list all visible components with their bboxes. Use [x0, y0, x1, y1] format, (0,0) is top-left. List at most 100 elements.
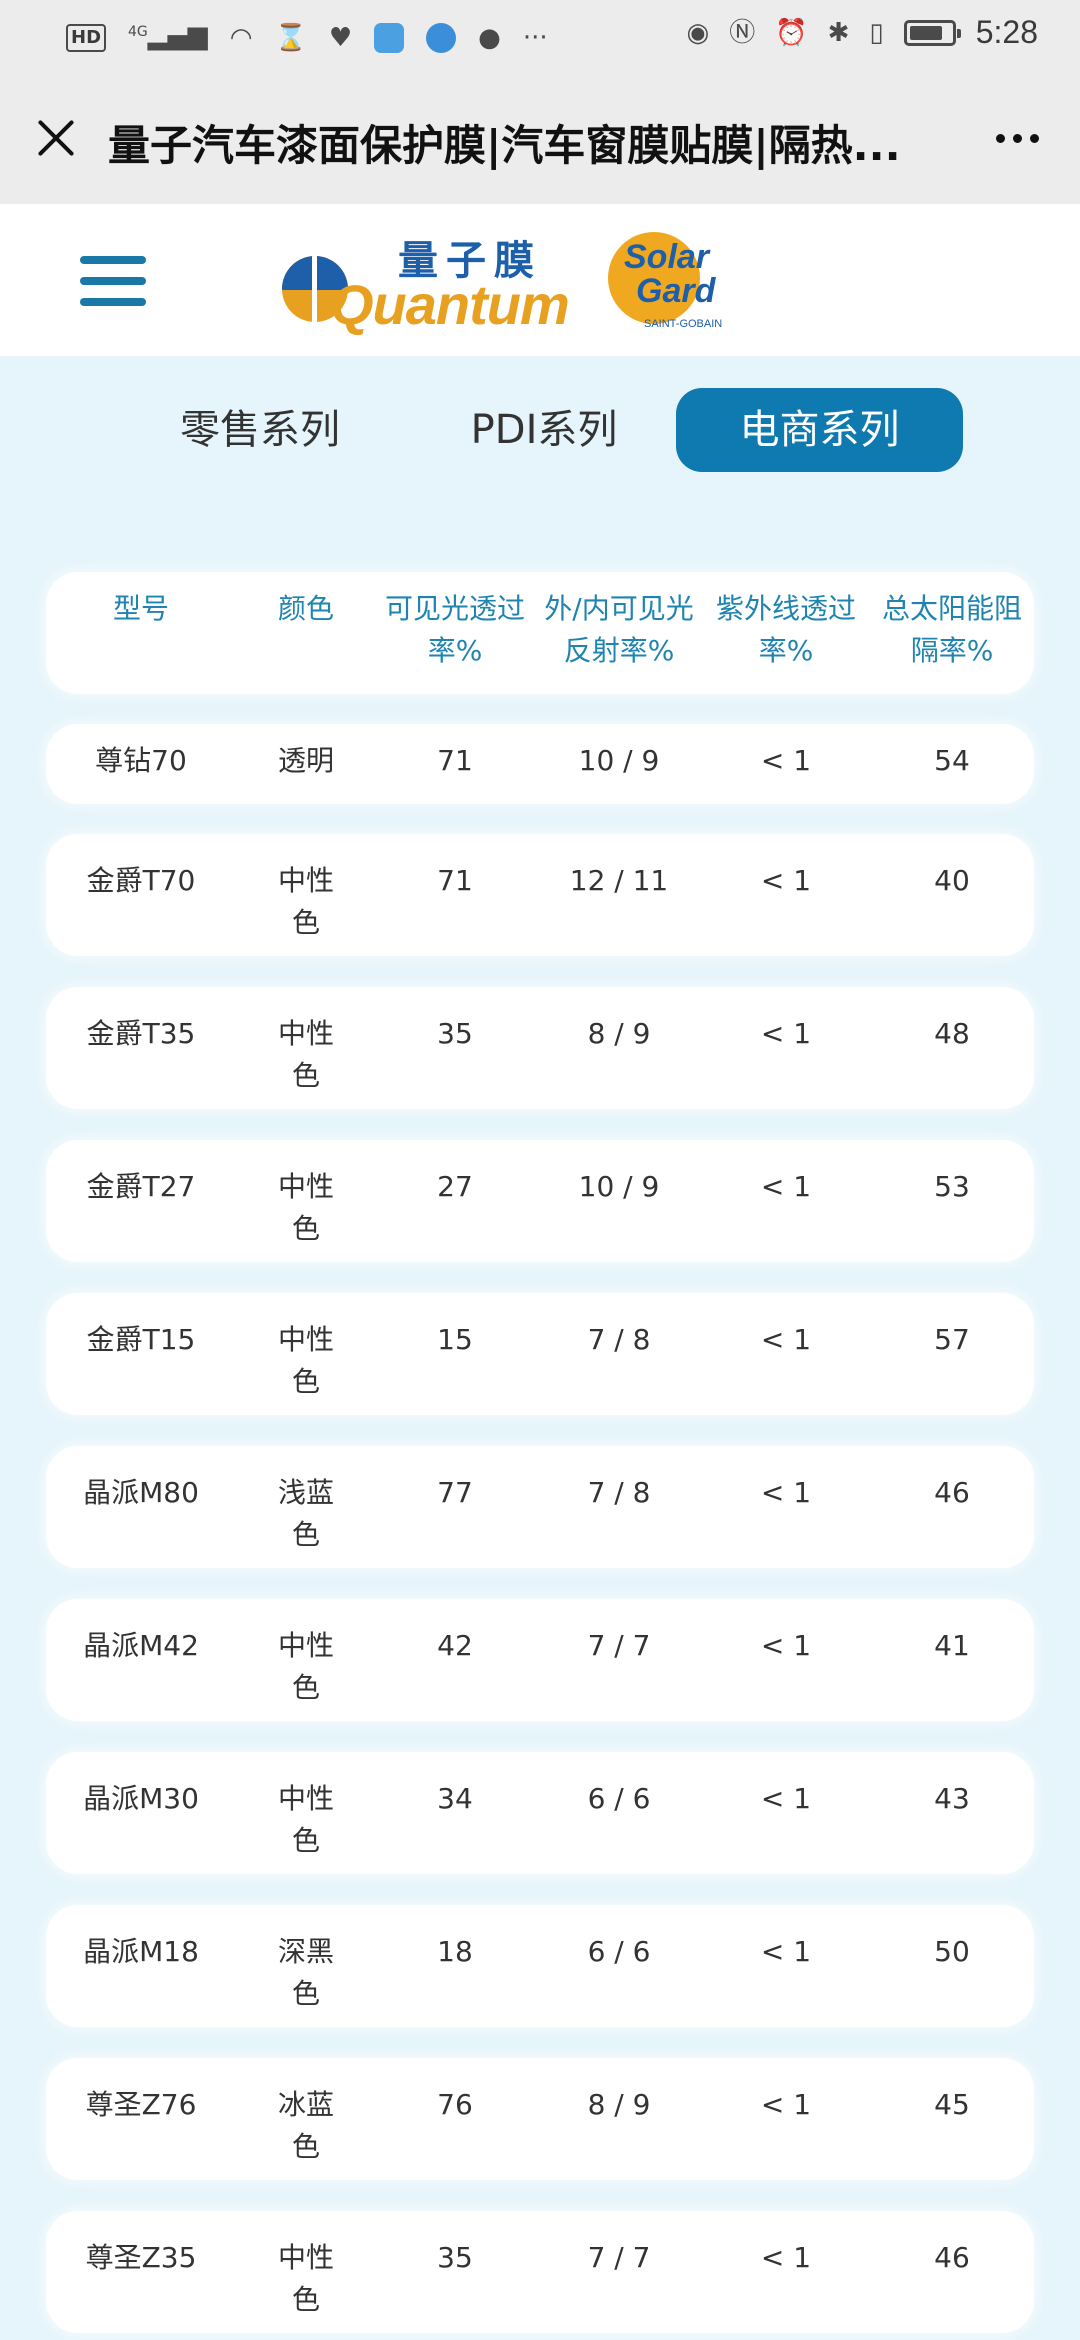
- solargard-logo[interactable]: Solar Gard SAINT-GOBAIN: [606, 228, 786, 338]
- hd-icon: HD: [66, 24, 107, 52]
- dot-icon: [1029, 133, 1039, 143]
- nfc-icon: Ⓝ: [729, 17, 756, 48]
- cell-uv: < 1: [760, 1170, 812, 1203]
- cell-vlt: 34: [437, 1782, 473, 1815]
- cell-color: 中性色: [276, 1013, 336, 1097]
- table-row[interactable]: 尊圣Z35 中性色 35 7 / 7 < 1 46: [46, 2211, 1034, 2333]
- cell-model: 尊钻70: [95, 744, 187, 777]
- cell-color-line: 色: [291, 1212, 320, 1245]
- tab-retail-series[interactable]: 零售系列: [180, 407, 340, 453]
- table-row[interactable]: 晶派M42 中性色 42 7 / 7 < 1 41: [46, 1599, 1034, 1721]
- cell-color-line: 中性: [277, 1170, 334, 1203]
- more-options-button[interactable]: [982, 118, 1052, 158]
- cell-color-line: 中性: [277, 2241, 334, 2274]
- table-row[interactable]: 晶派M30 中性色 34 6 / 6 < 1 43: [46, 1752, 1034, 1874]
- cell-vlr: 6 / 6: [587, 1782, 651, 1815]
- cell-tser: 46: [934, 1476, 970, 1509]
- table-row[interactable]: 金爵T15 中性色 15 7 / 8 < 1 57: [46, 1293, 1034, 1415]
- cell-vlr: 8 / 9: [587, 1017, 651, 1050]
- cell-color-line: 深黑: [277, 1935, 334, 1968]
- heart-pulse-icon: ♥: [328, 23, 353, 53]
- table-row[interactable]: 尊钻70 透明 71 10 / 9 < 1 54: [46, 724, 1034, 804]
- table-row[interactable]: 金爵T70 中性色 71 12 / 11 < 1 40: [46, 834, 1034, 956]
- cell-tser: 57: [934, 1323, 970, 1356]
- header-cell-line: 可见光透过: [384, 592, 525, 625]
- cell-color-line: 中性: [277, 864, 334, 897]
- cell-color: 中性色: [276, 1625, 336, 1709]
- dot-icon: [995, 133, 1005, 143]
- cell-vlr: 6 / 6: [587, 1935, 651, 1968]
- cell-uv: < 1: [760, 1629, 812, 1662]
- alarm-icon: ⏰: [775, 17, 808, 48]
- cell-color-line: 色: [291, 906, 320, 939]
- table-row[interactable]: 金爵T35 中性色 35 8 / 9 < 1 48: [46, 987, 1034, 1109]
- solargard-logo-solar: Solar: [624, 238, 710, 276]
- network-label: 4G: [128, 24, 148, 40]
- page-title: 量子汽车漆面保护膜|汽车窗膜贴膜|隔热...: [108, 121, 901, 170]
- table-row[interactable]: 尊圣Z76 冰蓝色 76 8 / 9 < 1 45: [46, 2058, 1034, 2180]
- cell-uv: < 1: [760, 864, 812, 897]
- menu-icon[interactable]: [80, 256, 146, 306]
- cell-uv: < 1: [760, 1476, 812, 1509]
- cell-tser: 54: [934, 744, 970, 777]
- bluetooth-icon: ✱: [827, 17, 850, 48]
- table-row[interactable]: 晶派M18 深黑色 18 6 / 6 < 1 50: [46, 1905, 1034, 2027]
- cell-vlr: 8 / 9: [587, 2088, 651, 2121]
- solargard-logo-gard: Gard: [636, 272, 716, 310]
- cell-model: 晶派M30: [83, 1782, 199, 1815]
- globe-app-icon: [426, 23, 457, 53]
- table-row[interactable]: 金爵T27 中性色 27 10 / 9 < 1 53: [46, 1140, 1034, 1262]
- menu-line: [80, 298, 146, 306]
- cell-color-line: 色: [291, 1059, 320, 1092]
- clock-time: 5:28: [975, 14, 1038, 50]
- cell-vlt: 15: [437, 1323, 473, 1356]
- cell-tser: 50: [934, 1935, 970, 1968]
- cell-model: 尊圣Z35: [85, 2241, 197, 2274]
- cell-vlr: 10 / 9: [578, 744, 660, 777]
- table-row[interactable]: 晶派M80 浅蓝色 77 7 / 8 < 1 46: [46, 1446, 1034, 1568]
- cell-uv: < 1: [760, 744, 812, 777]
- cell-color-line: 中性: [277, 1629, 334, 1662]
- battery-icon: [903, 19, 961, 46]
- cell-color: 中性色: [276, 1778, 336, 1862]
- wifi-icon: ◠: [229, 23, 253, 53]
- site-header: 量子膜 Quantum Solar Gard SAINT-GOBAIN: [0, 204, 1080, 356]
- cell-vlt: 35: [437, 1017, 473, 1050]
- browser-title-bar: 量子汽车漆面保护膜|汽车窗膜贴膜|隔热...: [0, 72, 1080, 204]
- menu-line: [80, 256, 146, 264]
- close-icon[interactable]: [26, 108, 86, 168]
- header-cell-line: 颜色: [277, 592, 334, 625]
- status-right: ◉ Ⓝ ⏰ ✱ ▯ 5:28: [687, 14, 1038, 51]
- globe-logo-icon: [282, 256, 348, 322]
- dot-icon: [1012, 133, 1022, 143]
- cell-uv: < 1: [760, 1935, 812, 1968]
- quantum-logo[interactable]: 量子膜 Quantum: [278, 226, 570, 336]
- signal-icon: 4G▂▄▆: [128, 21, 208, 51]
- cell-color-line: 中性: [277, 1017, 334, 1050]
- cell-vlt: 77: [437, 1476, 473, 1509]
- cell-model: 晶派M42: [83, 1629, 199, 1662]
- cell-color-line: 浅蓝: [277, 1476, 334, 1509]
- cell-vlr: 10 / 9: [578, 1170, 660, 1203]
- cell-model: 晶派M18: [83, 1935, 199, 1968]
- cell-color-line: 色: [291, 2130, 320, 2163]
- cell-uv: < 1: [760, 2241, 812, 2274]
- cell-vlr: 7 / 7: [587, 2241, 651, 2274]
- cell-model: 尊圣Z76: [85, 2088, 197, 2121]
- header-cell-line: 反射率%: [563, 634, 675, 667]
- solargard-sun-icon: [608, 232, 700, 324]
- cell-tser: 48: [934, 1017, 970, 1050]
- cell-color-line: 中性: [277, 1323, 334, 1356]
- tab-pdi-series[interactable]: PDI系列: [470, 407, 618, 453]
- cell-color: 冰蓝色: [276, 2084, 336, 2168]
- header-cell-line: 外/内可见光: [544, 592, 694, 625]
- header-cell-model: 型号: [58, 588, 224, 630]
- tab-ecommerce-series[interactable]: 电商系列: [676, 388, 963, 472]
- header-cell-color: 颜色: [276, 588, 336, 630]
- cell-model: 金爵T27: [86, 1170, 196, 1203]
- eye-icon: ◉: [686, 17, 710, 48]
- cell-color-line: 透明: [277, 744, 334, 777]
- cell-color-line: 色: [291, 1977, 320, 2010]
- cell-vlr: 12 / 11: [569, 864, 669, 897]
- status-bar: HD 4G▂▄▆ ◠ ⌛ ♥ ● ··· ◉ Ⓝ ⏰ ✱ ▯ 5:28: [0, 0, 1080, 72]
